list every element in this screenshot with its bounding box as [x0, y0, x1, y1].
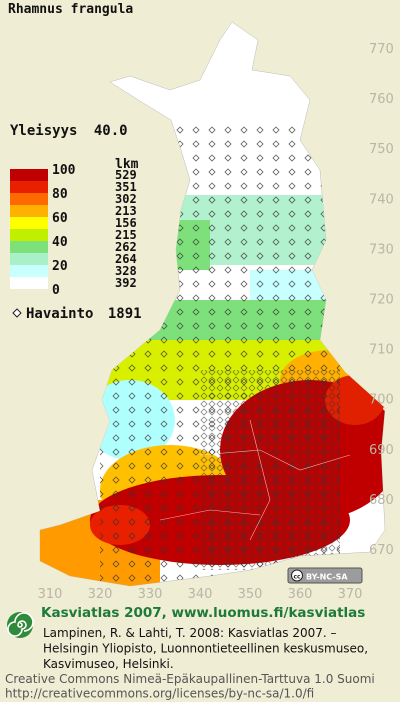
legend-swatch [10, 205, 48, 217]
observation-label: Havainto [26, 306, 93, 322]
legend-swatch [10, 265, 48, 277]
legend-swatch [10, 193, 48, 205]
easting-label: 370 [338, 587, 363, 602]
northing-label: 740 [369, 192, 394, 207]
legend-count: 262 [115, 240, 137, 254]
citation: Lampinen, R. & Lahti, T. 2008: Kasviatla… [43, 626, 368, 671]
easting-label: 330 [138, 587, 163, 602]
easting-label: 340 [188, 587, 213, 602]
legend-swatch [10, 277, 48, 289]
license-badge: cc BY-NC-SA [287, 567, 363, 584]
legend-swatch [10, 217, 48, 229]
northing-label: 760 [369, 92, 394, 107]
legend-count: 156 [115, 216, 137, 230]
legend-scale-label: 20 [52, 259, 68, 274]
northing-label: 750 [369, 142, 394, 157]
legend-scale-label: 100 [52, 163, 76, 178]
northing-label: 710 [369, 343, 394, 358]
northing-label: 730 [369, 242, 394, 257]
legend-count: 529 [115, 168, 137, 182]
easting-label: 310 [38, 587, 63, 602]
license: Creative Commons Nimeä-Epäkaupallinen-Ta… [5, 672, 375, 701]
frequency: Yleisyys 40.0 [10, 123, 128, 139]
northing-label: 680 [369, 493, 394, 508]
legend-swatch [10, 181, 48, 193]
legend-count: 213 [115, 204, 137, 218]
species-title: Rhamnus frangula [8, 2, 133, 17]
observation-symbol [12, 308, 22, 318]
legend-count: 392 [115, 276, 137, 290]
observation: Havainto 1891 [26, 306, 142, 322]
legend-swatch [10, 241, 48, 253]
easting-labels: 310 320 330 340 350 360 370 [38, 587, 363, 602]
frequency-value: 40.0 [94, 123, 128, 139]
legend-swatch [10, 229, 48, 241]
easting-label: 350 [238, 587, 263, 602]
finland-map [39, 21, 386, 587]
badge-text: BY-NC-SA [306, 573, 348, 582]
northing-label: 700 [369, 393, 394, 408]
legend-swatch [10, 169, 48, 181]
legend-swatch [10, 253, 48, 265]
luomus-logo [7, 612, 34, 638]
northing-label: 690 [369, 443, 394, 458]
legend-count: 264 [115, 252, 137, 266]
legend-count: 328 [115, 264, 137, 278]
northing-label: 670 [369, 543, 394, 558]
easting-label: 320 [88, 587, 113, 602]
legend-scale-label: 60 [52, 211, 68, 226]
legend-count: 351 [115, 180, 137, 194]
citation-line: Kasvimuseo, Helsinki. [43, 657, 174, 671]
citation-line: Lampinen, R. & Lahti, T. 2008: Kasviatla… [43, 626, 337, 640]
legend-count: 302 [115, 192, 137, 206]
legend-scale-label: 0 [52, 283, 60, 298]
observation-count: 1891 [108, 306, 142, 322]
frequency-label: Yleisyys [10, 123, 77, 139]
easting-label: 360 [288, 587, 313, 602]
badge-cc: cc [293, 574, 301, 581]
legend-header: lkm [115, 157, 139, 172]
legend: lkm 100 80 60 40 20 0 529351302213156215262264… [10, 157, 139, 298]
license-line: Creative Commons Nimeä-Epäkaupallinen-Ta… [5, 672, 375, 686]
northing-label: 770 [369, 42, 394, 57]
legend-scale-label: 40 [52, 235, 68, 250]
license-line: http://creativecommons.org/licenses/by-n… [5, 687, 314, 701]
footer-heading: Kasviatlas 2007, www.luomus.fi/kasviatla… [41, 605, 365, 621]
northing-label: 720 [369, 293, 394, 308]
legend-scale-label: 80 [52, 187, 68, 202]
legend-count: 215 [115, 228, 137, 242]
northing-labels: 770 760 750 740 730 720 710 700 690 680 670 [369, 42, 394, 558]
citation-line: Helsingin Yliopisto, Luonnontieteellinen… [43, 642, 368, 656]
